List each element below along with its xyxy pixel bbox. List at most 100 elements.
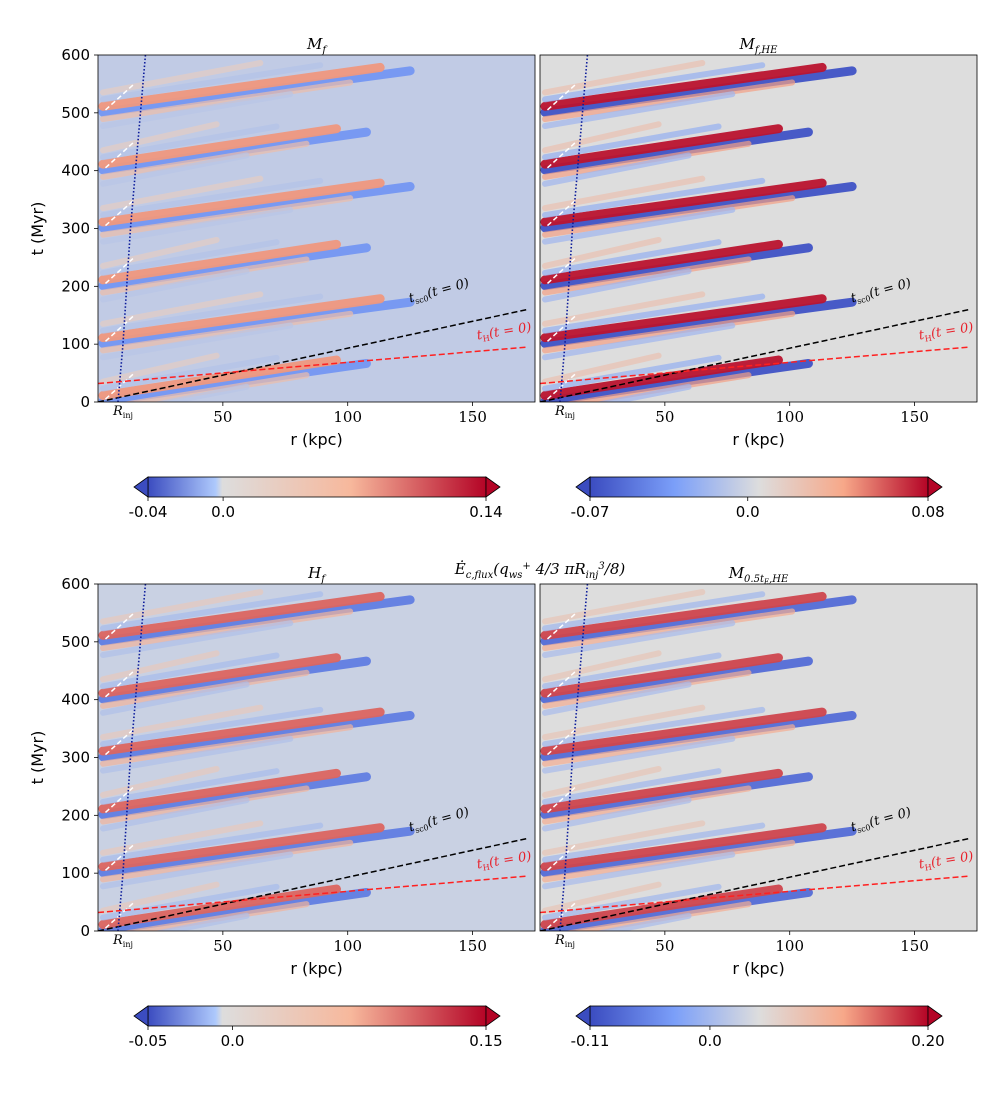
- y-tick-label: 600: [61, 46, 90, 64]
- stripe-band: [541, 650, 662, 683]
- colorbar-tick-label: 0.14: [469, 503, 502, 521]
- stripe-band: [541, 152, 692, 187]
- stripe-band: [540, 243, 813, 291]
- y-tick-label: 200: [61, 277, 90, 295]
- colorbar-tick-label: 0.15: [469, 1032, 502, 1050]
- colorbar-tick-label: 0.0: [221, 1032, 245, 1050]
- stripe-band: [541, 310, 796, 354]
- rinj-curve: [559, 55, 589, 402]
- stripe-band: [98, 243, 371, 291]
- y-tick-label: 300: [61, 220, 90, 238]
- stripe-band: [541, 293, 766, 334]
- tsc-line: [540, 837, 970, 931]
- th-annotation: tH(t = 0): [918, 320, 975, 344]
- rinj-label: Rinj: [112, 404, 133, 420]
- stripe-band: [99, 140, 310, 180]
- stripe-band: [99, 851, 294, 890]
- stripe-band: [99, 310, 354, 354]
- injection-dash: [104, 258, 134, 284]
- colorbar-tick-label: 0.0: [698, 1032, 722, 1050]
- stripe-band: [541, 236, 662, 269]
- stripe-band: [98, 66, 415, 117]
- stripe-band: [99, 206, 294, 245]
- stripe-band: [596, 383, 692, 402]
- colorbar-min-arrow: [133, 1005, 149, 1027]
- stripe-band: [98, 653, 341, 698]
- injection-dash: [546, 844, 576, 871]
- stripe-band: [541, 256, 752, 296]
- stripe-band: [98, 181, 415, 233]
- heatmap-area: [98, 584, 535, 931]
- injection-dash: [546, 84, 576, 111]
- colorbar-tick-label: -0.11: [571, 1032, 610, 1050]
- stripe-band: [540, 297, 857, 348]
- stripe-band: [99, 91, 294, 129]
- colorbar-tick-label: -0.07: [571, 503, 610, 521]
- stripe-band: [99, 706, 324, 748]
- stripe-band: [99, 883, 280, 921]
- panel-title: Mf,HE: [739, 35, 779, 56]
- stripe-band: [541, 123, 722, 161]
- stripe-band: [99, 236, 220, 269]
- colorbar-max-arrow: [927, 1005, 943, 1027]
- stripe-band: [98, 823, 385, 872]
- stripe-band: [99, 62, 324, 103]
- x-tick-label: 50: [213, 937, 232, 955]
- stripe-band: [99, 669, 310, 709]
- injection-dash: [104, 729, 134, 756]
- injection-dash: [104, 671, 134, 698]
- plot-frame: [539, 54, 978, 403]
- stripe-band: [541, 206, 736, 245]
- heatmap-area: [540, 584, 977, 931]
- stripe-band: [540, 127, 813, 175]
- stripe-band: [98, 297, 415, 348]
- stripe-band: [99, 177, 324, 219]
- y-tick-label: 300: [61, 749, 90, 767]
- rinj-label: Rinj: [112, 933, 133, 949]
- stripe-band: [541, 724, 796, 767]
- stripe-band: [98, 826, 415, 877]
- y-tick-label: 400: [61, 691, 90, 709]
- colorbar: -0.05 0.0 0.15: [129, 1005, 503, 1050]
- stripe-band: [541, 195, 796, 238]
- colorbar-tick-label: 0.08: [911, 503, 944, 521]
- stripe-band: [541, 608, 796, 652]
- heatmap-area: [98, 55, 535, 402]
- th-annotation: tH(t = 0): [476, 320, 533, 344]
- stripe-band: [540, 595, 857, 646]
- stripe-band: [540, 710, 857, 762]
- stripe-band: [541, 177, 766, 219]
- stripe-band: [99, 354, 280, 392]
- stripe-band: [540, 181, 857, 233]
- stripe-band: [540, 823, 827, 872]
- colorbar-gradient: [147, 476, 487, 498]
- stripe-band: [540, 772, 813, 820]
- stripe-band: [564, 901, 752, 931]
- stripe-band: [540, 239, 783, 285]
- stripe-band: [541, 839, 796, 883]
- stripe-band: [98, 656, 371, 704]
- injection-dash: [104, 787, 134, 813]
- colorbar: -0.04 0.0 0.14: [129, 476, 503, 521]
- colorbar-tick-label: 0.20: [911, 1032, 944, 1050]
- x-tick-label: 100: [333, 937, 362, 955]
- chart-panel-1: Mf 50 100 150 Rinj r (kpc) 0 100 200 300 400 500 600…: [28, 35, 536, 521]
- x-axis-label: r (kpc): [290, 430, 342, 449]
- stripe-band: [98, 127, 371, 175]
- x-tick-label: 150: [900, 408, 929, 426]
- y-axis-label: t (Myr): [28, 731, 47, 785]
- stripe-band: [540, 653, 783, 698]
- injection-dash: [104, 613, 134, 640]
- stripe-band: [541, 822, 766, 863]
- x-tick-label: 150: [900, 937, 929, 955]
- injection-dash: [104, 844, 134, 871]
- injection-dash: [546, 142, 576, 169]
- stripe-band: [540, 358, 813, 402]
- stripe-band: [98, 887, 371, 931]
- stripe-band: [99, 293, 324, 334]
- stripe-band: [98, 294, 385, 343]
- x-tick-label: 50: [655, 408, 674, 426]
- injection-dash: [546, 787, 576, 813]
